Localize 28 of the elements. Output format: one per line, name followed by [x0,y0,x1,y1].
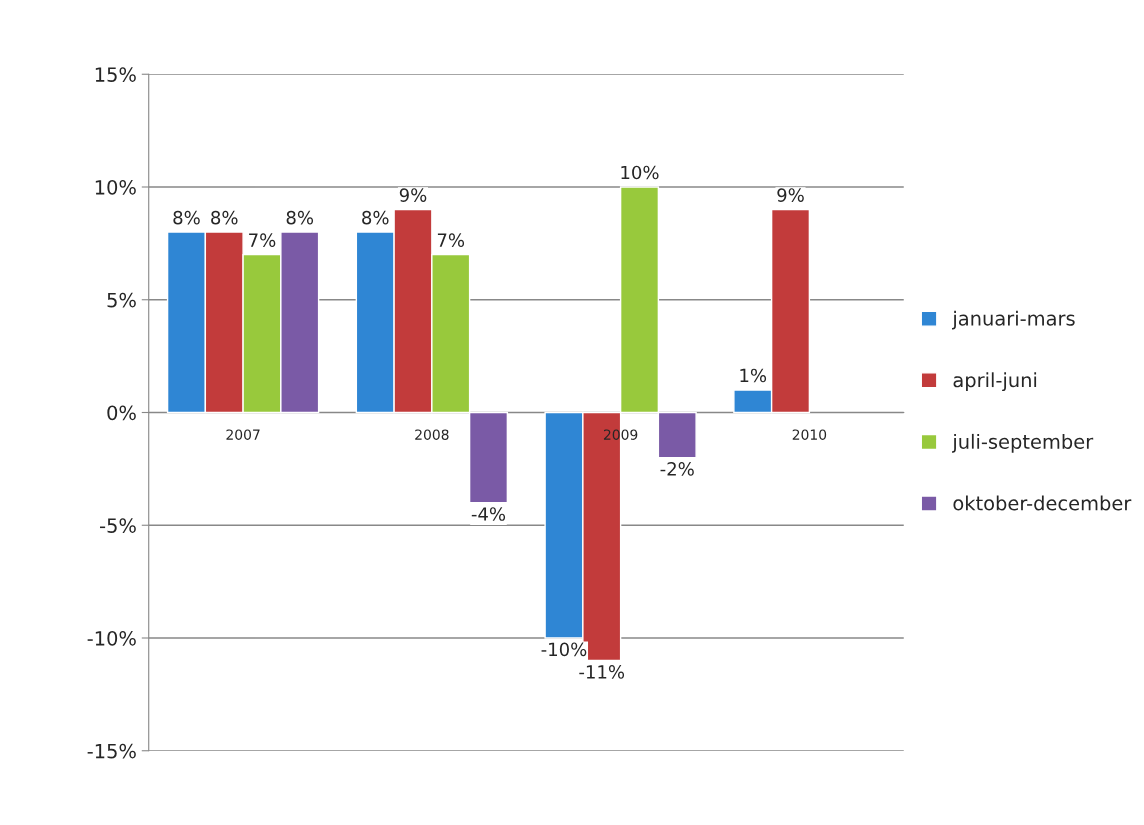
x-tick-label: 2010 [792,429,827,440]
y-tick-label: -15% [87,743,136,759]
y-tick-label: -5% [100,518,136,533]
legend-label: januari-mars [952,310,1075,330]
legend-label: oktober-december [953,495,1132,511]
data-label: 8% [286,210,314,225]
y-tick-label: 10% [95,179,136,195]
data-label: -4% [471,507,506,521]
data-label: 7% [249,233,276,247]
data-label: -11% [579,665,625,679]
y-tick-label: 5% [107,292,136,308]
y-tick-label: 15% [95,67,136,82]
data-label: 1% [740,368,767,383]
data-label: -10% [541,642,587,657]
x-tick-label: 2008 [415,429,449,440]
data-label: 9% [777,188,804,202]
y-tick-label: 0% [107,405,136,421]
data-label: -2% [660,462,694,476]
y-tick-label: -10% [87,630,136,646]
data-label: 8% [211,210,238,225]
x-tick-label: 2007 [226,429,260,440]
legend-label: april-juni [953,372,1037,392]
data-label: 8% [173,210,200,225]
data-label: 8% [362,210,389,225]
legend-label: juli-september [952,433,1094,453]
data-label: 10% [621,165,659,180]
data-label: 7% [437,233,465,247]
data-label: 9% [399,188,427,202]
